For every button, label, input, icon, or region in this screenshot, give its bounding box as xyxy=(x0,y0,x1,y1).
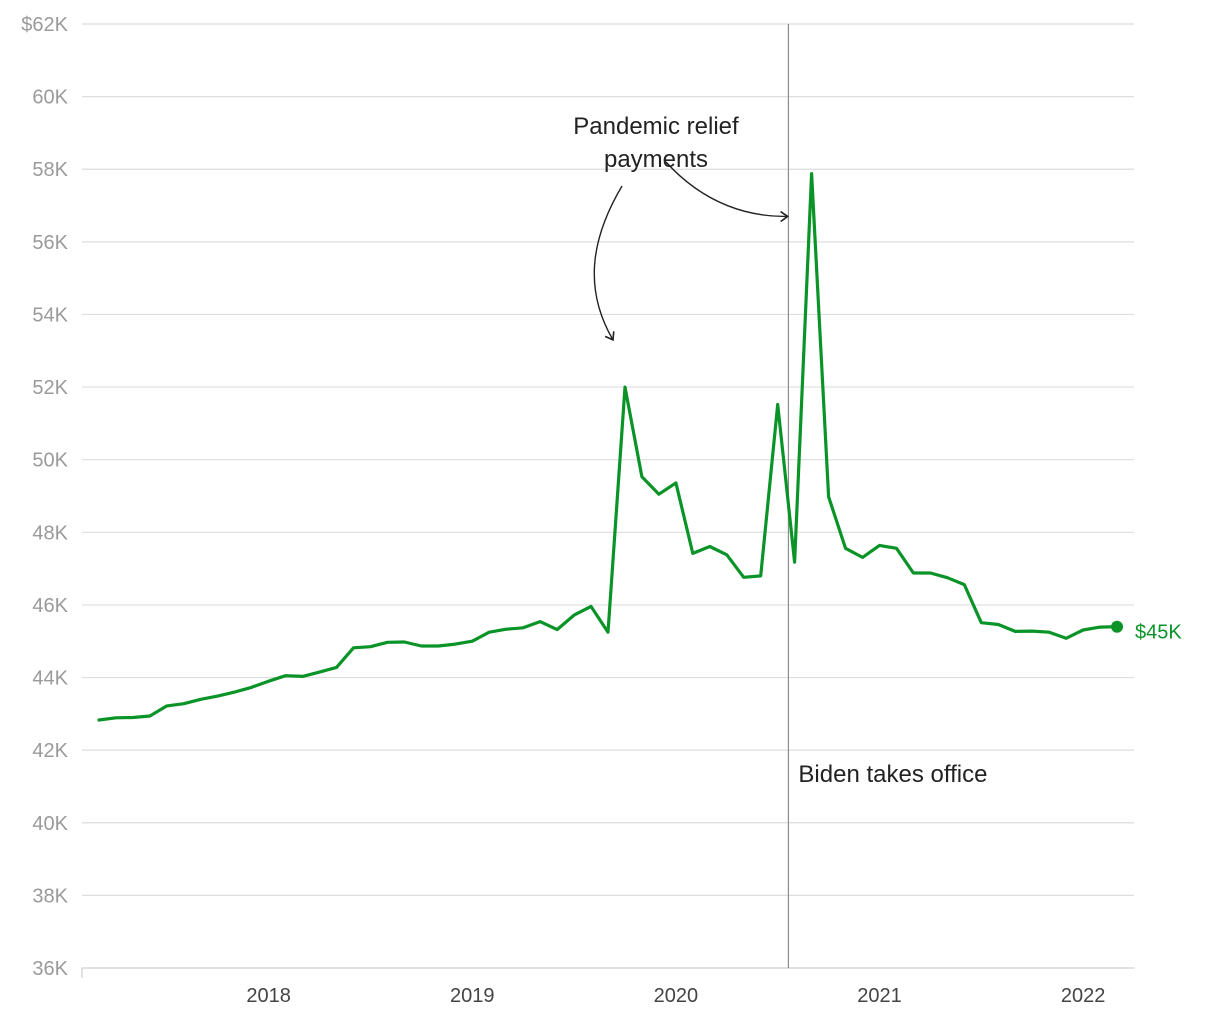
inauguration-label: Biden takes office xyxy=(798,761,987,788)
annotation-arrow-2021 xyxy=(665,161,790,223)
x-tick-label: 2021 xyxy=(857,985,902,1007)
y-axis: 36K 38K 40K 42K 44K 46K 48K 50K 52K 54K 56K 58K 60K $… xyxy=(21,14,68,980)
pandemic-annotation: Pandemic relief payments xyxy=(573,113,790,342)
y-tick-label: 38K xyxy=(32,885,68,907)
annotation-line-2: payments xyxy=(604,146,708,173)
series-income xyxy=(97,172,1124,722)
gridlines xyxy=(81,23,1134,978)
y-tick-label: 52K xyxy=(32,377,68,399)
x-tick-label: 2018 xyxy=(246,985,291,1007)
end-value-label: $45K xyxy=(1135,622,1182,644)
x-tick-label: 2022 xyxy=(1061,985,1106,1007)
y-tick-label: 58K xyxy=(32,159,68,181)
y-tick-label: 60K xyxy=(32,87,68,109)
annotation-arrow-2020 xyxy=(593,185,623,342)
x-tick-label: 2019 xyxy=(450,985,495,1007)
y-tick-label: 56K xyxy=(32,232,68,254)
series-line xyxy=(97,172,1119,722)
y-tick-label: $62K xyxy=(21,14,68,36)
y-tick-label: 42K xyxy=(32,740,68,762)
inauguration-marker: Biden takes office xyxy=(787,24,987,968)
y-tick-label: 44K xyxy=(32,668,68,690)
y-tick-label: 46K xyxy=(32,595,68,617)
x-axis: 2018 2019 2020 2021 2022 xyxy=(246,985,1105,1007)
y-tick-label: 54K xyxy=(32,304,68,326)
y-tick-label: 40K xyxy=(32,813,68,835)
end-point xyxy=(1111,620,1124,633)
y-tick-label: 36K xyxy=(32,958,68,980)
y-tick-label: 50K xyxy=(32,450,68,472)
x-tick-label: 2020 xyxy=(654,985,699,1007)
annotation-line-1: Pandemic relief xyxy=(573,113,739,140)
y-tick-label: 48K xyxy=(32,522,68,544)
